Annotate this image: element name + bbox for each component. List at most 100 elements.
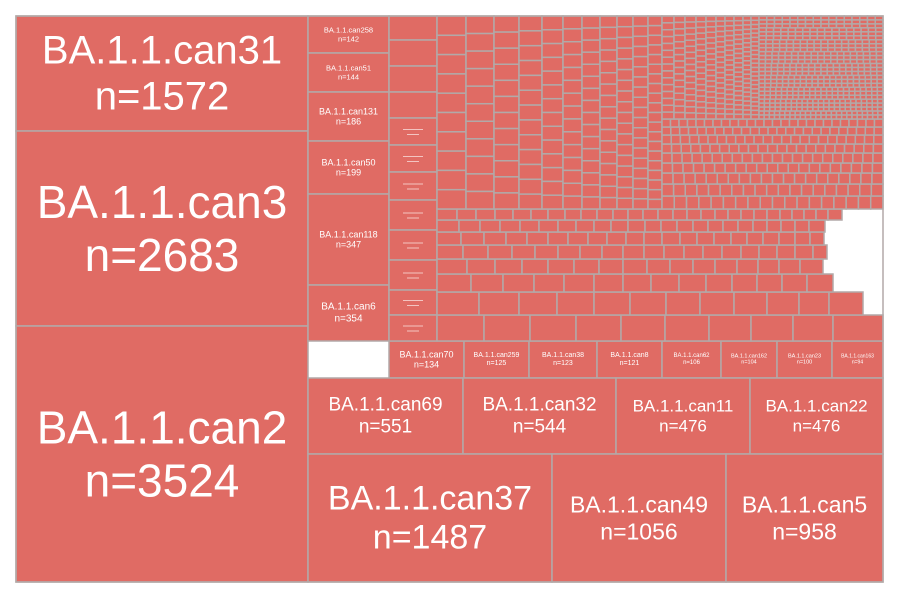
small-tile: [562, 195, 583, 210]
small-tile: [562, 40, 583, 56]
small-tile: [780, 219, 796, 233]
small-tile: [762, 231, 780, 246]
small-tile: [567, 231, 589, 246]
small-tile: [661, 15, 675, 24]
small-tile: [871, 114, 879, 120]
small-tile: [830, 114, 838, 120]
small-tile: [705, 31, 717, 39]
small-tile: [699, 143, 711, 154]
small-tile: [596, 208, 614, 221]
small-tile: [684, 183, 698, 197]
small-tile: [773, 114, 781, 120]
small-tile: [832, 152, 844, 164]
small-tile: [616, 143, 634, 157]
small-tile: [436, 53, 467, 75]
small-tile: [388, 314, 438, 342]
tile-count: n=94: [852, 359, 863, 365]
small-tile: [713, 231, 732, 246]
small-tile: [657, 208, 674, 221]
small-tile: [465, 15, 495, 35]
small-tile: [494, 258, 523, 275]
small-tile: [820, 126, 831, 136]
small-tile: [824, 143, 836, 154]
small-tile: [388, 91, 438, 119]
small-tile: [562, 15, 583, 30]
small-tile: [780, 118, 791, 128]
small-tile: [599, 196, 618, 210]
treemap-tiles: BA.1.1.can31n=1572BA.1.1.can3n=2683BA.1.…: [15, 15, 884, 583]
small-tile: [687, 126, 699, 136]
small-tile: [673, 79, 686, 88]
small-tile: [562, 156, 583, 172]
small-tile: [632, 15, 649, 27]
small-tile: [747, 195, 761, 210]
small-tile: [861, 114, 869, 120]
small-tile: [541, 153, 564, 169]
small-tile: [778, 114, 786, 120]
small-tile: [742, 113, 752, 120]
small-tile: [848, 118, 859, 128]
small-tile: [661, 231, 681, 246]
small-tile: [727, 208, 742, 221]
small-tile: [661, 56, 675, 65]
small-tile: [686, 118, 697, 128]
small-tile: [845, 134, 857, 145]
small-tile: [616, 90, 634, 103]
small-tile: [733, 113, 744, 120]
small-tile: [742, 183, 756, 197]
small-tile: [669, 258, 694, 275]
small-tile: [660, 219, 678, 233]
small-tile: [616, 36, 634, 49]
small-tile: [825, 114, 833, 120]
small-tile: [705, 91, 717, 99]
small-tile: [777, 183, 791, 197]
small-tile: [518, 148, 543, 166]
small-tile: [705, 80, 717, 88]
small-tile: [541, 180, 564, 196]
small-tile: [838, 126, 849, 136]
small-tile: [835, 114, 843, 120]
small-tile: [647, 111, 663, 123]
small-tile: [541, 29, 564, 45]
small-tile: [737, 118, 748, 128]
small-tile: [789, 114, 796, 120]
tile-count: n=551: [359, 417, 412, 438]
small-tile: [663, 244, 685, 260]
small-tile: [705, 42, 717, 50]
small-tile: [593, 291, 631, 316]
small-tile: [647, 131, 663, 143]
small-tile: [456, 208, 477, 221]
small-tile: [620, 314, 666, 342]
small-tile: [850, 162, 863, 174]
small-tile: [436, 314, 485, 342]
small-tile: [581, 15, 601, 29]
small-tile: [593, 219, 612, 233]
small-tile: [475, 208, 496, 221]
small-tile: [771, 134, 783, 145]
small-tile: [806, 273, 834, 293]
small-tile: [734, 162, 747, 174]
small-tile: [715, 15, 726, 22]
small-tile: [436, 73, 467, 94]
small-tile: [746, 231, 764, 246]
tile-rect: [725, 453, 884, 583]
small-tile: [581, 63, 601, 78]
small-tile: [684, 21, 697, 29]
small-tile: [547, 231, 569, 246]
small-tile: [784, 114, 791, 120]
small-tile: [622, 273, 652, 293]
small-tile: [753, 134, 765, 145]
small-tile: [870, 183, 884, 197]
small-tile: [738, 143, 750, 154]
small-tile: [734, 134, 746, 145]
small-tile: [715, 41, 726, 48]
small-tile: [714, 258, 738, 275]
small-tile: [707, 219, 724, 233]
tile-count: n=106: [683, 360, 701, 366]
small-tile: [436, 244, 464, 260]
small-tile: [729, 118, 740, 128]
small-tile: [796, 195, 811, 210]
small-tile: [766, 162, 779, 174]
